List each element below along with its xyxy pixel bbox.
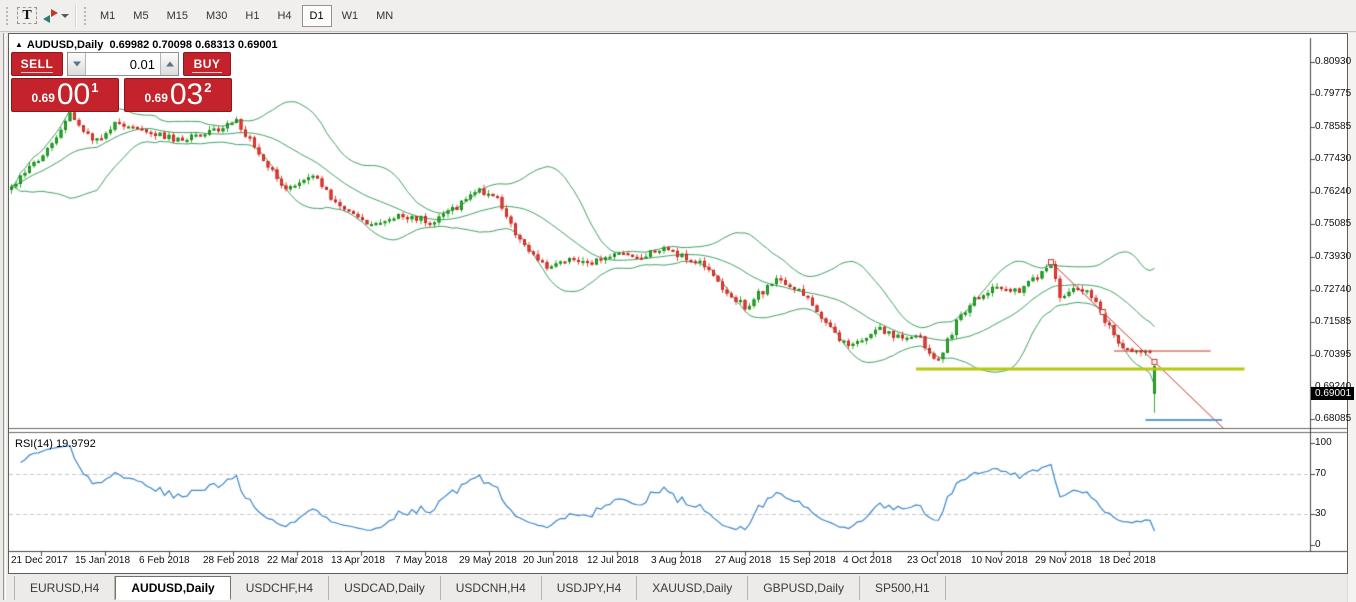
chart-tab-usdcnh-h4[interactable]: USDCNH,H4 bbox=[441, 576, 542, 600]
date-axis-label: 29 Nov 2018 bbox=[1035, 555, 1092, 566]
buy-price-base: 0.69 bbox=[144, 91, 168, 105]
date-axis-label: 22 Mar 2018 bbox=[267, 555, 324, 566]
rsi-scale-label: 100 bbox=[1315, 437, 1332, 448]
chart-ohlc-values: 0.69982 0.70098 0.68313 0.69001 bbox=[109, 39, 278, 51]
sell-price-base: 0.69 bbox=[31, 91, 55, 105]
date-axis-label: 27 Aug 2018 bbox=[715, 555, 772, 566]
rsi-scale-label: 30 bbox=[1315, 508, 1327, 520]
price-axis-label: 0.77430 bbox=[1315, 153, 1352, 165]
chevron-down-icon bbox=[61, 13, 69, 18]
timeframe-button-h4[interactable]: H4 bbox=[269, 5, 299, 27]
buy-price-pip: 2 bbox=[204, 80, 212, 95]
date-axis-label: 10 Nov 2018 bbox=[971, 555, 1028, 566]
rsi-scale-label: 0 bbox=[1315, 539, 1321, 550]
date-axis-label: 12 Jul 2018 bbox=[587, 555, 639, 566]
buy-button[interactable]: BUY bbox=[183, 52, 231, 76]
chart-tab-usdcad-daily[interactable]: USDCAD,Daily bbox=[329, 576, 441, 600]
date-axis-label: 3 Aug 2018 bbox=[651, 555, 702, 566]
buy-price-tile[interactable]: 0.69 03 2 bbox=[124, 78, 232, 112]
buy-price-big: 03 bbox=[169, 78, 204, 111]
volume-input[interactable] bbox=[86, 53, 160, 75]
timeframe-button-mn[interactable]: MN bbox=[368, 5, 401, 27]
date-axis-label: 21 Dec 2017 bbox=[11, 555, 68, 566]
one-click-trading-panel: SELL BUY 0.69 00 1 0.69 03 2 bbox=[11, 52, 232, 112]
rsi-indicator-label: RSI(14) 19.9792 bbox=[15, 438, 96, 450]
price-axis-label: 0.80930 bbox=[1315, 56, 1352, 67]
collapse-arrow-icon[interactable]: ▲ bbox=[15, 40, 23, 49]
price-axis-label: 0.70395 bbox=[1315, 348, 1352, 360]
date-axis-label: 18 Dec 2018 bbox=[1099, 555, 1156, 566]
chart-symbol-period: AUDUSD,Daily bbox=[26, 39, 104, 51]
triangle-up-icon bbox=[165, 61, 174, 67]
date-axis-label: 23 Oct 2018 bbox=[907, 555, 962, 566]
workspace-left-edge bbox=[3, 33, 6, 600]
timeframe-buttons: M1 M5 M15 M30 H1 H4 D1 W1 MN bbox=[91, 4, 402, 27]
sell-price-pip: 1 bbox=[91, 80, 99, 95]
price-axis-label: 0.71585 bbox=[1315, 315, 1352, 327]
date-axis-label: 13 Apr 2018 bbox=[331, 555, 385, 566]
date-axis-label: 4 Oct 2018 bbox=[843, 555, 892, 566]
arrows-icon bbox=[43, 8, 58, 23]
text-tool-button[interactable]: T bbox=[14, 4, 40, 28]
triangle-down-icon bbox=[72, 61, 81, 67]
chart-tabs-bar: EURUSD,H4 AUDUSD,Daily USDCHF,H4 USDCAD,Dai… bbox=[8, 576, 1348, 600]
volume-decrease-button[interactable] bbox=[68, 53, 86, 75]
timeframe-button-h1[interactable]: H1 bbox=[237, 5, 267, 27]
chart-tab-audusd-daily[interactable]: AUDUSD,Daily bbox=[115, 576, 231, 600]
timeframe-button-m1[interactable]: M1 bbox=[92, 5, 123, 27]
price-axis-label: 0.78585 bbox=[1315, 121, 1352, 133]
date-axis-label: 15 Sep 2018 bbox=[779, 555, 836, 566]
sell-price-tile[interactable]: 0.69 00 1 bbox=[11, 78, 119, 112]
volume-stepper bbox=[67, 52, 179, 76]
timeframe-button-m30[interactable]: M30 bbox=[198, 5, 235, 27]
date-axis-label: 29 May 2018 bbox=[459, 555, 517, 566]
sell-price-big: 00 bbox=[56, 78, 91, 111]
timeframe-button-m15[interactable]: M15 bbox=[159, 5, 196, 27]
chart-canvas[interactable] bbox=[9, 34, 1347, 573]
top-toolbar: T M1 M5 M15 M30 H1 H4 D1 W1 MN bbox=[0, 0, 1356, 32]
toolbar-drag-handle[interactable] bbox=[5, 5, 10, 26]
text-tool-icon: T bbox=[17, 7, 37, 24]
chart-tab-usdchf-h4[interactable]: USDCHF,H4 bbox=[231, 576, 330, 600]
price-axis-label: 0.69240 bbox=[1315, 381, 1351, 392]
price-axis-label: 0.68085 bbox=[1315, 413, 1352, 424]
price-axis-label: 0.73930 bbox=[1315, 250, 1352, 262]
date-axis-label: 20 Jun 2018 bbox=[523, 555, 579, 566]
date-axis-label: 15 Jan 2018 bbox=[75, 555, 131, 566]
timeframe-button-d1[interactable]: D1 bbox=[301, 4, 332, 27]
date-axis-label: 6 Feb 2018 bbox=[139, 555, 190, 566]
date-axis-label: 28 Feb 2018 bbox=[203, 555, 260, 566]
timeframe-button-m5[interactable]: M5 bbox=[125, 5, 156, 27]
date-axis-label: 7 May 2018 bbox=[395, 555, 448, 566]
toolbar-drag-handle-2[interactable] bbox=[83, 5, 88, 26]
rsi-scale-label: 70 bbox=[1315, 467, 1327, 479]
timeframe-button-w1[interactable]: W1 bbox=[334, 5, 367, 27]
chart-window: ▲ AUDUSD,Daily 0.69982 0.70098 0.68313 0.… bbox=[8, 33, 1355, 574]
chart-title: ▲ AUDUSD,Daily 0.69982 0.70098 0.68313 0.… bbox=[15, 39, 278, 51]
volume-increase-button[interactable] bbox=[160, 53, 178, 75]
chart-tab-sp500-h1[interactable]: SP500,H1 bbox=[860, 576, 946, 600]
price-axis-label: 0.76240 bbox=[1315, 186, 1352, 198]
chart-tab-gbpusd-daily[interactable]: GBPUSD,Daily bbox=[748, 576, 860, 600]
price-axis-label: 0.75085 bbox=[1315, 218, 1352, 230]
chart-tab-xauusd-daily[interactable]: XAUUSD,Daily bbox=[637, 576, 749, 600]
chart-tab-eurusd-h4[interactable]: EURUSD,H4 bbox=[14, 576, 116, 600]
sell-button[interactable]: SELL bbox=[11, 52, 63, 76]
chart-tab-usdjpy-h4[interactable]: USDJPY,H4 bbox=[542, 576, 638, 600]
price-axis-label: 0.72740 bbox=[1315, 283, 1352, 295]
current-price-tag: 0.69001 bbox=[1311, 386, 1355, 400]
chart-objects-button[interactable] bbox=[42, 4, 70, 28]
toolbar-separator bbox=[75, 4, 76, 27]
price-axis-label: 0.79775 bbox=[1315, 88, 1352, 100]
